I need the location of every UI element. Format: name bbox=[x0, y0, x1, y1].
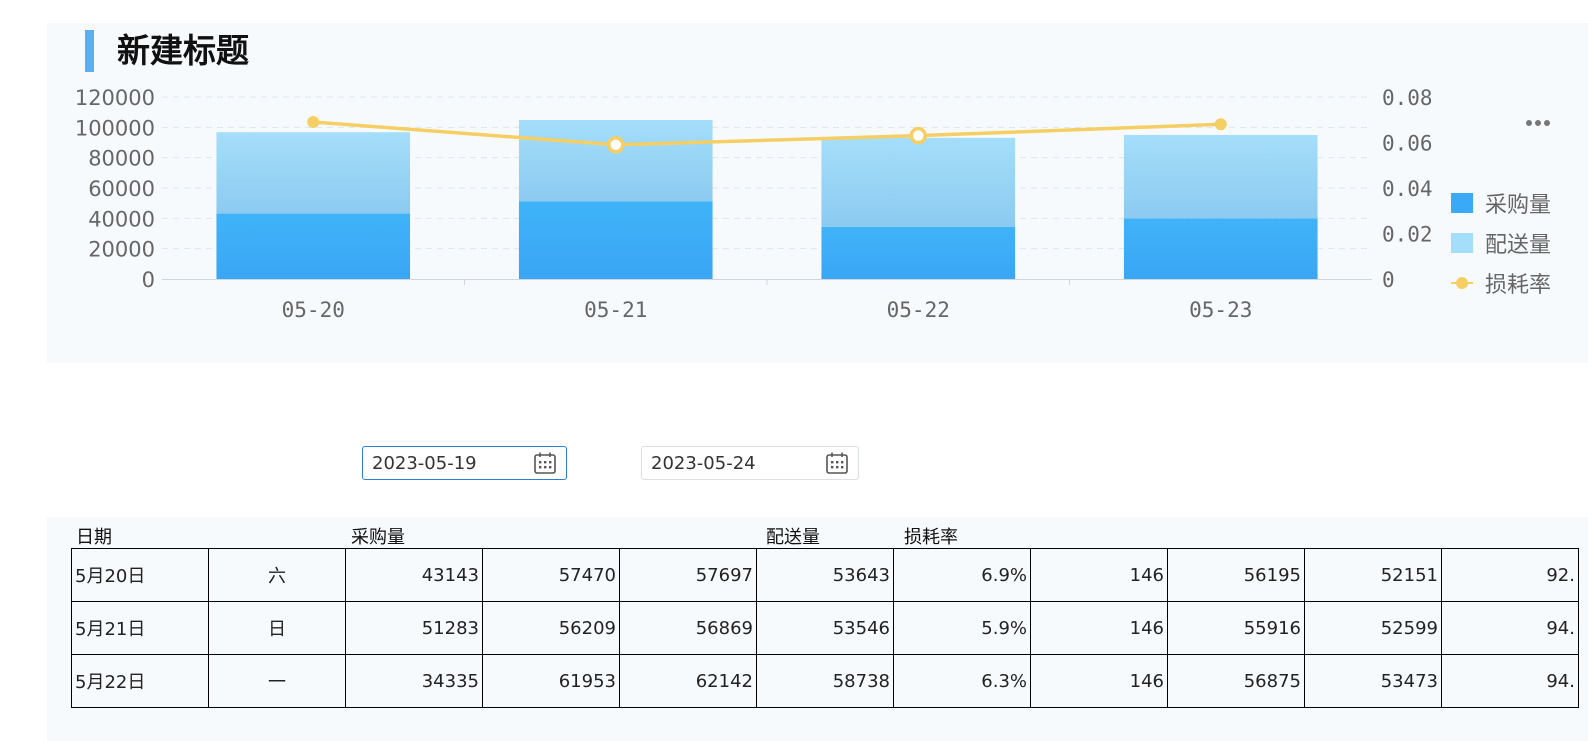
table-cell: 43143 bbox=[345, 548, 483, 602]
y-tick-label: 60000 bbox=[88, 177, 155, 201]
legend-swatch-purchase bbox=[1451, 193, 1473, 213]
loss-rate-point[interactable] bbox=[909, 126, 927, 145]
loss-rate-line bbox=[313, 120, 1221, 147]
bar-purchase[interactable] bbox=[821, 226, 1016, 279]
title-accent-bar bbox=[85, 30, 94, 72]
bar-delivery[interactable] bbox=[518, 120, 713, 202]
table-cell: 53643 bbox=[756, 548, 894, 602]
legend-item-delivery[interactable]: 配送量 bbox=[1451, 223, 1551, 263]
legend-label: 损耗率 bbox=[1485, 273, 1552, 298]
table-cell: 55916 bbox=[1167, 601, 1305, 655]
x-tick-label: 05-23 bbox=[1189, 298, 1252, 322]
chart-legend: 采购量 配送量 损耗率 bbox=[1451, 183, 1551, 303]
start-date-value[interactable]: 2023-05-19 bbox=[372, 452, 477, 474]
legend-line-marker-icon bbox=[1451, 273, 1473, 293]
table-cell: 56869 bbox=[619, 601, 757, 655]
chart-panel: 新建标题 0 20000 40000 60000 80000 100000 120000 0 0… bbox=[47, 23, 1588, 363]
bar-purchase[interactable] bbox=[518, 201, 713, 279]
loss-rate-point[interactable] bbox=[1214, 118, 1227, 131]
table-cell: 94. bbox=[1441, 601, 1579, 655]
loss-rate-point[interactable] bbox=[607, 136, 625, 154]
bar-purchase[interactable] bbox=[216, 213, 411, 279]
y-tick-label: 40000 bbox=[88, 207, 155, 231]
chart-title: 新建标题 bbox=[117, 31, 249, 70]
y2-tick-label: 0.08 bbox=[1382, 86, 1433, 110]
header-purchase: 采购量 bbox=[351, 527, 405, 548]
table-cell: 5月21日 bbox=[71, 601, 209, 655]
table-cell: 51283 bbox=[345, 601, 483, 655]
table-cell: 94. bbox=[1441, 654, 1579, 708]
legend-item-purchase[interactable]: 采购量 bbox=[1451, 183, 1551, 223]
y2-tick-label: 0 bbox=[1382, 268, 1395, 292]
table-cell: 日 bbox=[208, 601, 346, 655]
table-cell: 5月22日 bbox=[71, 654, 209, 708]
table-cell: 57697 bbox=[619, 548, 757, 602]
y-tick-label: 80000 bbox=[88, 147, 155, 171]
table-cell: 5.9% bbox=[893, 601, 1031, 655]
table-cell: 53473 bbox=[1304, 654, 1442, 708]
data-table-panel: 日期 采购量 配送量 损耗率 5月20日六 43143 57470 57697 5364… bbox=[47, 517, 1588, 741]
table-row: 5月21日日 51283 56209 56869 53546 5.9% 146 55916 52… bbox=[71, 601, 1579, 655]
x-tick-label: 05-22 bbox=[887, 298, 950, 322]
table-cell: 61953 bbox=[482, 654, 620, 708]
y2-tick-label: 0.04 bbox=[1382, 177, 1433, 201]
bar-delivery[interactable] bbox=[216, 132, 411, 214]
y2-tick-label: 0.02 bbox=[1382, 223, 1433, 247]
table-cell: 56875 bbox=[1167, 654, 1305, 708]
x-tick-label: 05-20 bbox=[282, 298, 345, 322]
legend-label: 采购量 bbox=[1485, 193, 1552, 218]
legend-item-loss-rate[interactable]: 损耗率 bbox=[1451, 263, 1551, 303]
header-date: 日期 bbox=[76, 527, 112, 548]
header-delivery: 配送量 bbox=[766, 527, 820, 548]
combo-chart: 0 20000 40000 60000 80000 100000 120000 0 0.02 0.… bbox=[75, 86, 1433, 322]
header-loss-rate: 损耗率 bbox=[904, 527, 958, 548]
table-row: 5月20日六 43143 57470 57697 53643 6.9% 146 56195 52… bbox=[71, 548, 1579, 602]
loss-rate-point[interactable] bbox=[307, 116, 320, 129]
legend-label: 配送量 bbox=[1485, 233, 1552, 258]
table-cell: 62142 bbox=[619, 654, 757, 708]
table-cell: 92. bbox=[1441, 548, 1579, 602]
y-tick-label: 20000 bbox=[88, 238, 155, 262]
bar-purchase[interactable] bbox=[1123, 218, 1318, 279]
more-horizontal-icon[interactable] bbox=[1526, 111, 1556, 126]
table-cell: 34335 bbox=[345, 654, 483, 708]
end-date-value[interactable]: 2023-05-24 bbox=[651, 452, 756, 474]
y-tick-label: 120000 bbox=[75, 86, 155, 110]
x-tick-label: 05-21 bbox=[584, 298, 647, 322]
calendar-icon[interactable] bbox=[825, 451, 849, 475]
calendar-icon[interactable] bbox=[533, 451, 557, 475]
bar-delivery[interactable] bbox=[821, 137, 1016, 227]
table-cell: 5月20日 bbox=[71, 548, 209, 602]
table-cell: 6.9% bbox=[893, 548, 1031, 602]
table-cell: 57470 bbox=[482, 548, 620, 602]
table-cell: 六 bbox=[208, 548, 346, 602]
table-cell: 52599 bbox=[1304, 601, 1442, 655]
table-cell: 56209 bbox=[482, 601, 620, 655]
table-cell: 一 bbox=[208, 654, 346, 708]
table-cell: 53546 bbox=[756, 601, 894, 655]
table-cell: 52151 bbox=[1304, 548, 1442, 602]
table-cell: 146 bbox=[1030, 548, 1168, 602]
data-table: 5月20日六 43143 57470 57697 53643 6.9% 146 56195 52… bbox=[71, 548, 1579, 708]
end-date-picker[interactable]: 2023-05-24 bbox=[641, 446, 859, 480]
y-tick-label: 0 bbox=[142, 268, 155, 292]
table-cell: 146 bbox=[1030, 654, 1168, 708]
table-row: 5月22日一 34335 61953 62142 58738 6.3% 146 56875 53… bbox=[71, 654, 1579, 708]
table-cell: 56195 bbox=[1167, 548, 1305, 602]
y2-tick-label: 0.06 bbox=[1382, 132, 1433, 156]
y-tick-label: 100000 bbox=[75, 116, 155, 140]
table-cell: 146 bbox=[1030, 601, 1168, 655]
table-cell: 58738 bbox=[756, 654, 894, 708]
legend-swatch-delivery bbox=[1451, 233, 1473, 253]
start-date-picker[interactable]: 2023-05-19 bbox=[362, 446, 567, 480]
table-cell: 6.3% bbox=[893, 654, 1031, 708]
bar-delivery[interactable] bbox=[1123, 134, 1318, 219]
